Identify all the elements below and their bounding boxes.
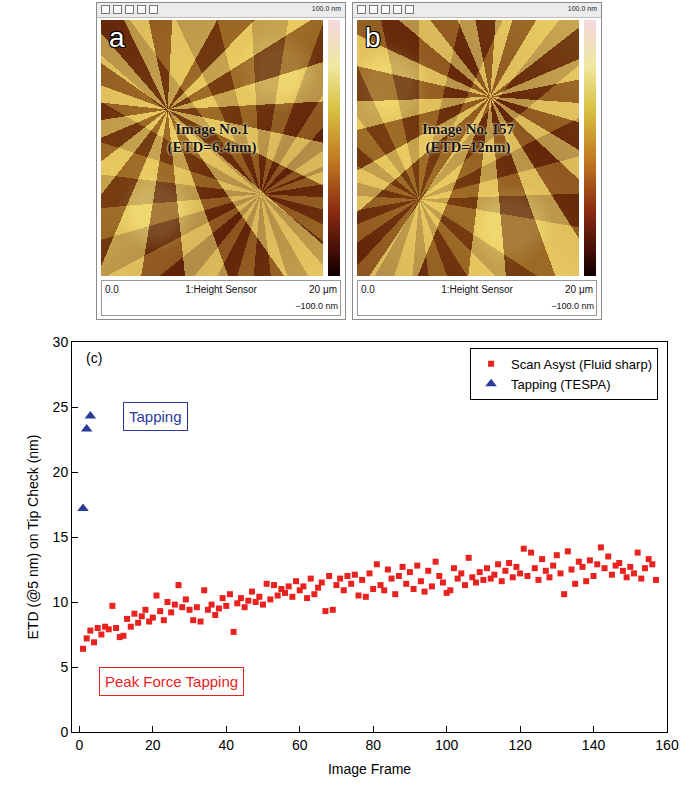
svg-text:60: 60 <box>292 737 308 753</box>
html-text:−100.0 nm: −100.0 nm <box>551 301 594 311</box>
svg-text:Peak Force Tapping: Peak Force Tapping <box>105 673 238 690</box>
svg-text:160: 160 <box>655 737 679 753</box>
svg-text:20: 20 <box>53 464 69 480</box>
svg-text:20: 20 <box>145 737 161 753</box>
svg-text:Tapping (TESPA): Tapping (TESPA) <box>511 377 610 392</box>
svg-text:Tapping: Tapping <box>129 408 182 425</box>
svg-text:15: 15 <box>53 529 69 545</box>
svg-text:40: 40 <box>218 737 234 753</box>
html-text:100.0 nm: 100.0 nm <box>311 5 341 12</box>
svg-text:(c): (c) <box>86 350 102 366</box>
html-text:a: a <box>109 22 125 53</box>
svg-text:100: 100 <box>435 737 459 753</box>
html-text:0.0: 0.0 <box>361 284 375 295</box>
html-text:−100.0 nm: −100.0 nm <box>295 301 338 311</box>
html-text:b: b <box>365 22 381 53</box>
html-text:1:Height Sensor: 1:Height Sensor <box>441 284 513 295</box>
html-text:(ETD=12nm): (ETD=12nm) <box>425 139 511 155</box>
svg-text:Scan Asyst (Fluid sharp): Scan Asyst (Fluid sharp) <box>511 357 652 372</box>
svg-text:80: 80 <box>365 737 381 753</box>
svg-text:0: 0 <box>60 724 68 740</box>
html-text:(ETD=6.4nm): (ETD=6.4nm) <box>167 139 257 155</box>
svg-text:140: 140 <box>582 737 606 753</box>
svg-text:10: 10 <box>53 594 69 610</box>
html-text:20 μm: 20 μm <box>309 284 337 295</box>
svg-text:30: 30 <box>53 334 69 350</box>
html-text:Image No.1: Image No.1 <box>175 121 249 137</box>
svg-text:ETD (@5 nm) on Tip Check (nm): ETD (@5 nm) on Tip Check (nm) <box>25 435 41 640</box>
svg-text:Image Frame: Image Frame <box>328 761 411 777</box>
html-text:0.0: 0.0 <box>105 284 119 295</box>
html-text:20 μm: 20 μm <box>565 284 593 295</box>
svg-text:5: 5 <box>60 659 68 675</box>
html-text:1:Height Sensor: 1:Height Sensor <box>185 284 257 295</box>
svg-text:0: 0 <box>75 737 83 753</box>
svg-text:25: 25 <box>53 399 69 415</box>
svg-text:120: 120 <box>508 737 532 753</box>
html-text:Image No. 157: Image No. 157 <box>422 121 514 137</box>
html-text:100.0 nm: 100.0 nm <box>567 5 597 12</box>
